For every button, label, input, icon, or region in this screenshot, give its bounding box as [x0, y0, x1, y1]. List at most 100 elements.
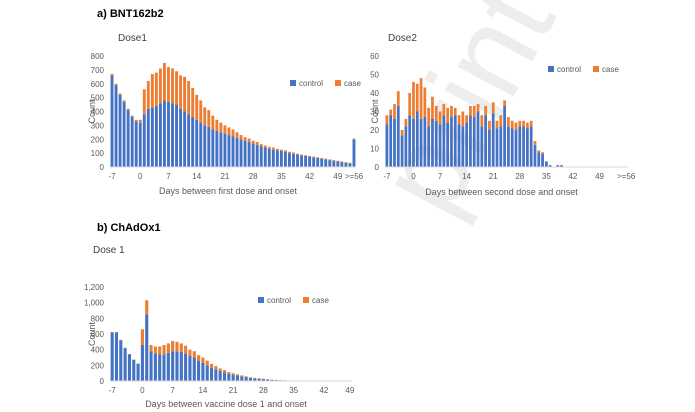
bar-control [130, 117, 134, 167]
bar-case [408, 93, 412, 116]
bar-case [465, 115, 468, 123]
y-tick-label: 400 [91, 346, 105, 355]
bar-control [235, 137, 239, 167]
x-tick-label: 49 [333, 172, 342, 181]
bar-case [499, 115, 503, 127]
bar-control [126, 110, 130, 167]
bar-control [324, 159, 328, 167]
bar-control [453, 115, 457, 167]
bar-case [434, 105, 438, 121]
bar-control [162, 354, 166, 381]
bar-control [545, 161, 548, 167]
bar-control [205, 365, 209, 381]
bar-case [423, 87, 427, 118]
bar-control [187, 114, 191, 167]
x-tick-label: 21 [489, 172, 498, 181]
bar-control [404, 126, 408, 167]
bar-case [385, 115, 389, 125]
bar-control [261, 379, 265, 381]
bar-case [316, 157, 320, 158]
bar-control [257, 378, 261, 381]
bar-control [154, 105, 158, 167]
bar-case [188, 349, 192, 356]
bar-control [243, 140, 247, 167]
bar-case [215, 119, 219, 131]
y-tick-label: 10 [370, 145, 379, 154]
bar-control [415, 111, 419, 167]
bar-control [199, 122, 203, 167]
x-tick-label: 14 [192, 172, 201, 181]
bar-control [522, 126, 525, 167]
bar-case [219, 122, 223, 133]
bar-control [431, 118, 434, 167]
bar-control [328, 160, 332, 167]
bar-control [514, 130, 518, 167]
legend-swatch-case [303, 297, 309, 303]
section-a-title: a) BNT162b2 [97, 8, 164, 20]
x-tick-label: 14 [462, 172, 471, 181]
bar-case [279, 149, 283, 152]
bar-control [223, 133, 227, 167]
x-tick-label: >=56 [617, 172, 636, 181]
bar-control [336, 161, 340, 167]
bar-control [251, 143, 255, 167]
bar-case [205, 360, 209, 366]
bar-control [222, 372, 227, 381]
bar-case [503, 100, 506, 106]
legend-swatch-control [548, 66, 554, 72]
legend-label-case: case [344, 79, 361, 88]
bar-control [270, 379, 274, 381]
bar-case [533, 141, 537, 145]
y-tick-label: 1,000 [84, 299, 105, 308]
bar-control [118, 94, 122, 167]
bar-case [529, 120, 533, 127]
bar-control [560, 165, 563, 167]
bar-control [352, 139, 356, 167]
chart1-title: Dose1 [118, 33, 147, 44]
bar-case [300, 154, 304, 156]
bar-control [134, 121, 138, 167]
bar-control [132, 359, 136, 381]
bar-control [195, 119, 199, 167]
bar-case [328, 159, 332, 161]
bar-control [548, 165, 552, 167]
bar-case [140, 329, 144, 345]
bar-case [191, 87, 195, 118]
bar-case [114, 83, 118, 86]
y-tick-label: 40 [370, 89, 379, 98]
bar-case [461, 111, 465, 127]
chart2-title: Dose2 [388, 33, 417, 44]
bar-control [179, 108, 183, 167]
bar-case [231, 129, 235, 137]
bar-control [279, 151, 283, 167]
bar-control [240, 376, 244, 381]
bar-control [556, 165, 560, 167]
bar-case [118, 93, 122, 95]
bar-control [292, 153, 295, 167]
bar-control [332, 160, 336, 167]
bar-case [251, 140, 255, 144]
x-tick-label: 0 [140, 386, 145, 395]
bar-case [149, 344, 153, 352]
x-tick-label: 42 [319, 386, 328, 395]
x-tick-label: 21 [220, 172, 229, 181]
bar-case [199, 100, 203, 123]
bar-case [275, 148, 279, 151]
x-tick-label: 7 [166, 172, 171, 181]
bar-case [255, 142, 259, 145]
bar-control [450, 117, 453, 167]
y-tick-label: 1,200 [84, 283, 105, 292]
legend-label-control: control [557, 65, 581, 74]
legend-swatch-case [593, 66, 599, 72]
bar-case [537, 150, 541, 153]
bar-control [219, 132, 223, 167]
bar-control [446, 122, 450, 167]
bar-control [300, 155, 304, 167]
bar-case [296, 153, 299, 155]
bar-control [191, 117, 195, 167]
bar-case [158, 68, 162, 104]
bar-case [438, 111, 442, 125]
x-tick-label: 35 [277, 172, 286, 181]
bar-case [175, 341, 179, 352]
bar-case [450, 105, 453, 118]
